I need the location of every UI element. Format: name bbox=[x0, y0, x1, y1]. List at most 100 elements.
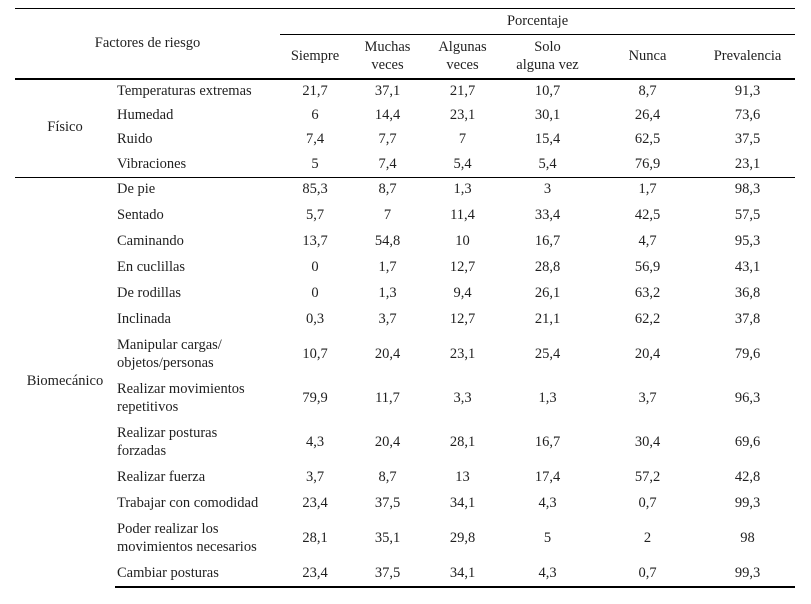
table-row: Vibraciones 5 7,4 5,4 5,4 76,9 23,1 bbox=[15, 153, 795, 178]
cell-value: 99,3 bbox=[734, 495, 761, 512]
cell-value: 13,7 bbox=[302, 233, 328, 250]
cell-value: 12,7 bbox=[449, 311, 476, 328]
cell-value: 7,4 bbox=[378, 155, 397, 172]
cell-value: 5,4 bbox=[538, 155, 557, 172]
cell-value: 7,4 bbox=[305, 131, 325, 148]
row-label: Realizar fuerza bbox=[117, 469, 206, 486]
table-row: Cambiar posturas 23,4 37,5 34,1 4,3 0,7 … bbox=[15, 561, 796, 588]
cell-value: 28,1 bbox=[449, 434, 476, 451]
cell-value: 9,4 bbox=[453, 285, 472, 302]
cell-value: 96,3 bbox=[734, 390, 761, 407]
row-label: De rodillas bbox=[117, 285, 182, 302]
cell-value: 33,4 bbox=[534, 207, 561, 224]
column-header-algunas-veces: Algunas veces bbox=[425, 34, 500, 80]
cell-value: 21,7 bbox=[449, 82, 476, 99]
cell-value: 5,7 bbox=[305, 207, 325, 224]
table-row: Físico Temperaturas extremas 21,7 37,1 2… bbox=[15, 79, 795, 136]
table-row: Realizar movimientos repetitivos 79,9 11… bbox=[15, 377, 795, 421]
cell-value: 1,7 bbox=[595, 176, 700, 203]
cell-value: 23,1 bbox=[449, 106, 476, 123]
cell-value: 15,4 bbox=[534, 131, 561, 148]
cell-value: 37,5 bbox=[374, 495, 401, 512]
cell-value: 7,7 bbox=[378, 131, 397, 148]
table-row: Sentado 5,7 7 11,4 33,4 42,5 57,5 bbox=[15, 203, 795, 229]
cell-value: 5 bbox=[543, 530, 552, 547]
cell-value: 79,9 bbox=[302, 390, 328, 407]
cell-value: 76,9 bbox=[634, 155, 661, 172]
cell-value: 26,4 bbox=[634, 106, 661, 123]
category-biomecanico: Biomecánico bbox=[15, 176, 115, 587]
cell-value: 98 bbox=[740, 530, 755, 547]
table-row: Manipular cargas/ objetos/personas 10,7 … bbox=[15, 333, 795, 377]
cell-value: 5 bbox=[311, 155, 319, 172]
row-label: Trabajar con comodidad bbox=[117, 495, 259, 512]
percentage-group-header: Porcentaje bbox=[280, 8, 796, 35]
cell-value: 6 bbox=[311, 106, 319, 123]
cell-value: 37,1 bbox=[374, 82, 401, 99]
cell-value: 4,3 bbox=[538, 495, 557, 512]
cell-value: 14,4 bbox=[374, 106, 401, 123]
cell-value: 3,7 bbox=[638, 390, 657, 407]
cell-value: 8,7 bbox=[350, 176, 425, 203]
cell-value: 1,7 bbox=[378, 259, 397, 276]
cell-value: 79,6 bbox=[734, 346, 761, 363]
cell-value: 5,4 bbox=[453, 155, 472, 172]
cell-value: 23,4 bbox=[302, 495, 328, 512]
column-header-siempre: Siempre bbox=[280, 34, 350, 80]
row-label: En cuclillas bbox=[117, 259, 186, 276]
cell-value: 1,3 bbox=[378, 285, 397, 302]
row-label: Realizar posturas forzadas bbox=[117, 425, 218, 459]
cell-value: 37,8 bbox=[734, 311, 761, 328]
cell-value: 34,1 bbox=[425, 561, 500, 588]
table-row: En cuclillas 0 1,7 12,7 28,8 56,9 43,1 bbox=[15, 255, 795, 281]
row-label: Inclinada bbox=[117, 311, 171, 328]
cell-value: 57,5 bbox=[734, 207, 761, 224]
column-header-muchas-veces: Muchas veces bbox=[350, 34, 425, 80]
table-row: Poder realizar los movimientos necesario… bbox=[15, 517, 795, 561]
row-label: Temperaturas extremas bbox=[117, 82, 252, 99]
row-label: Manipular cargas/ objetos/personas bbox=[117, 337, 222, 371]
row-label: Ruido bbox=[117, 131, 153, 148]
cell-value: 43,1 bbox=[734, 259, 761, 276]
cell-value: 0 bbox=[311, 259, 319, 276]
cell-value: 20,4 bbox=[634, 346, 661, 363]
cell-value: 7 bbox=[458, 131, 467, 148]
cell-value: 37,5 bbox=[350, 561, 425, 588]
cell-value: 16,7 bbox=[534, 434, 561, 451]
cell-value: 99,3 bbox=[700, 561, 796, 588]
cell-value: 62,2 bbox=[634, 311, 661, 328]
table-row: Inclinada 0,3 3,7 12,7 21,1 62,2 37,8 bbox=[15, 307, 795, 333]
cell-value: 4,3 bbox=[305, 434, 325, 451]
table-row: Ruido 7,4 7,7 7 15,4 62,5 37,5 bbox=[15, 128, 795, 153]
cell-value: 69,6 bbox=[734, 434, 761, 451]
cell-value: 20,4 bbox=[374, 346, 401, 363]
table-row: Realizar posturas forzadas 4,3 20,4 28,1… bbox=[15, 421, 795, 465]
cell-value: 35,1 bbox=[374, 530, 401, 547]
table-row: De rodillas 0 1,3 9,4 26,1 63,2 36,8 bbox=[15, 281, 795, 307]
cell-value: 0,3 bbox=[305, 311, 325, 328]
row-label: Vibraciones bbox=[117, 155, 187, 172]
cell-value: 16,7 bbox=[534, 233, 561, 250]
cell-value: 28,1 bbox=[302, 530, 328, 547]
cell-value: 7 bbox=[383, 207, 392, 224]
row-label: Caminando bbox=[117, 233, 184, 250]
cell-value: 95,3 bbox=[734, 233, 761, 250]
cell-value: 29,8 bbox=[449, 530, 476, 547]
cell-value: 25,4 bbox=[534, 346, 561, 363]
cell-value: 28,8 bbox=[534, 259, 561, 276]
cell-value: 26,1 bbox=[534, 285, 561, 302]
cell-value: 3 bbox=[500, 176, 595, 203]
cell-value: 12,7 bbox=[449, 259, 476, 276]
column-header-solo-alguna-vez: Solo alguna vez bbox=[500, 34, 595, 80]
header-row-columns: Siempre Muchas veces Algunas veces Solo … bbox=[15, 34, 796, 80]
cell-value: 1,3 bbox=[425, 176, 500, 203]
cell-value: 54,8 bbox=[374, 233, 401, 250]
cell-value: 30,4 bbox=[634, 434, 661, 451]
cell-value: 56,9 bbox=[634, 259, 661, 276]
cell-value: 20,4 bbox=[374, 434, 401, 451]
cell-value: 23,1 bbox=[734, 155, 761, 172]
cell-value: 10,7 bbox=[302, 346, 328, 363]
cell-value: 30,1 bbox=[534, 106, 561, 123]
cell-value: 11,4 bbox=[450, 207, 475, 224]
